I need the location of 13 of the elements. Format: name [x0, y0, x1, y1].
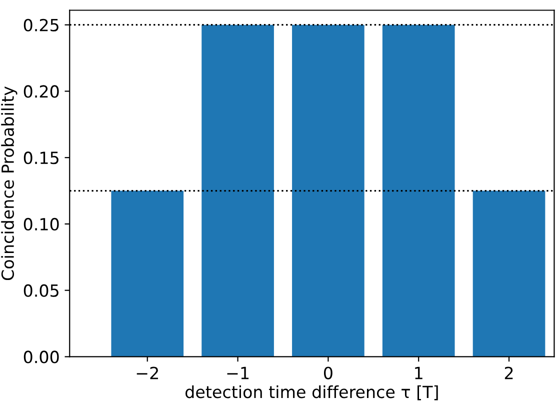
x-tick-label: −1: [227, 366, 249, 380]
y-tick-label: 0.25: [24, 18, 58, 32]
y-axis-title: Coincidence Probability: [1, 86, 18, 280]
x-tick-label: 0: [324, 366, 332, 380]
y-tick-label: 0.15: [24, 152, 58, 164]
y-tick-label: 0.10: [24, 218, 59, 231]
x-tick-label: 1: [415, 366, 422, 380]
y-tick-label: 0.20: [24, 85, 59, 98]
y-tick-label: 0.00: [24, 350, 59, 364]
x-tick-label: −2: [136, 366, 158, 380]
x-tick-label: 2: [504, 366, 513, 380]
x-axis-title: detection time difference τ [T]: [185, 385, 438, 400]
y-tick-label: 0.05: [24, 284, 58, 297]
